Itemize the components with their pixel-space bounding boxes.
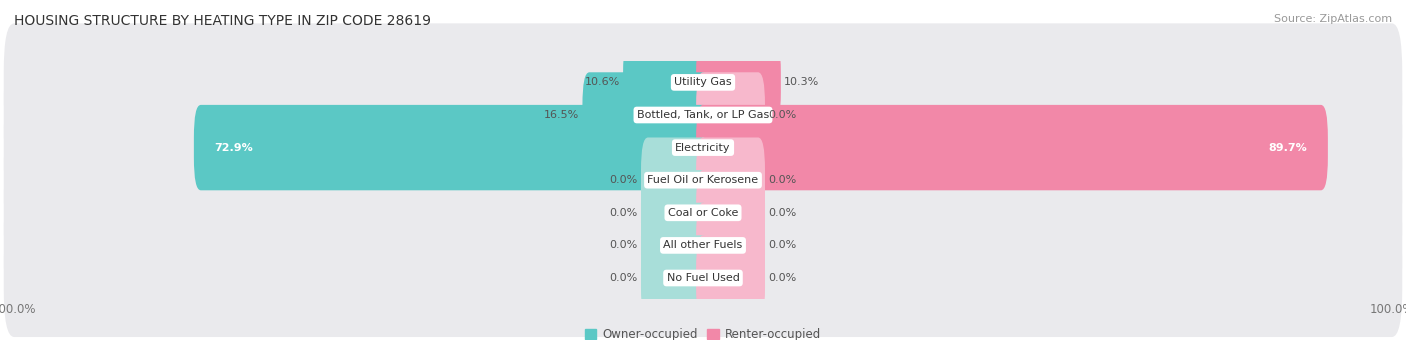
Text: Bottled, Tank, or LP Gas: Bottled, Tank, or LP Gas	[637, 110, 769, 120]
Text: 0.0%: 0.0%	[609, 175, 637, 185]
FancyBboxPatch shape	[4, 56, 1402, 174]
Text: No Fuel Used: No Fuel Used	[666, 273, 740, 283]
FancyBboxPatch shape	[582, 72, 710, 158]
Text: 0.0%: 0.0%	[769, 240, 797, 250]
FancyBboxPatch shape	[696, 137, 765, 223]
Text: Utility Gas: Utility Gas	[675, 78, 731, 87]
FancyBboxPatch shape	[4, 89, 1402, 207]
FancyBboxPatch shape	[623, 40, 710, 125]
Text: 0.0%: 0.0%	[769, 110, 797, 120]
FancyBboxPatch shape	[696, 170, 765, 256]
FancyBboxPatch shape	[641, 235, 710, 321]
FancyBboxPatch shape	[696, 105, 1327, 190]
Text: 10.6%: 10.6%	[585, 78, 620, 87]
Text: Fuel Oil or Kerosene: Fuel Oil or Kerosene	[647, 175, 759, 185]
FancyBboxPatch shape	[641, 203, 710, 288]
Text: Source: ZipAtlas.com: Source: ZipAtlas.com	[1274, 14, 1392, 23]
FancyBboxPatch shape	[4, 219, 1402, 337]
FancyBboxPatch shape	[696, 235, 765, 321]
Text: 10.3%: 10.3%	[785, 78, 820, 87]
Text: 0.0%: 0.0%	[609, 273, 637, 283]
FancyBboxPatch shape	[641, 170, 710, 256]
FancyBboxPatch shape	[696, 40, 780, 125]
Legend: Owner-occupied, Renter-occupied: Owner-occupied, Renter-occupied	[579, 323, 827, 340]
FancyBboxPatch shape	[4, 154, 1402, 272]
Text: 0.0%: 0.0%	[769, 175, 797, 185]
Text: HOUSING STRUCTURE BY HEATING TYPE IN ZIP CODE 28619: HOUSING STRUCTURE BY HEATING TYPE IN ZIP…	[14, 14, 432, 28]
Text: 0.0%: 0.0%	[769, 273, 797, 283]
Text: 0.0%: 0.0%	[609, 240, 637, 250]
Text: 0.0%: 0.0%	[609, 208, 637, 218]
FancyBboxPatch shape	[641, 137, 710, 223]
Text: Coal or Coke: Coal or Coke	[668, 208, 738, 218]
Text: 0.0%: 0.0%	[769, 208, 797, 218]
Text: All other Fuels: All other Fuels	[664, 240, 742, 250]
FancyBboxPatch shape	[4, 23, 1402, 141]
FancyBboxPatch shape	[194, 105, 710, 190]
Text: 16.5%: 16.5%	[544, 110, 579, 120]
FancyBboxPatch shape	[696, 203, 765, 288]
FancyBboxPatch shape	[4, 121, 1402, 239]
Text: Electricity: Electricity	[675, 142, 731, 153]
FancyBboxPatch shape	[696, 72, 765, 158]
Text: 89.7%: 89.7%	[1268, 142, 1308, 153]
Text: 72.9%: 72.9%	[215, 142, 253, 153]
FancyBboxPatch shape	[4, 186, 1402, 304]
